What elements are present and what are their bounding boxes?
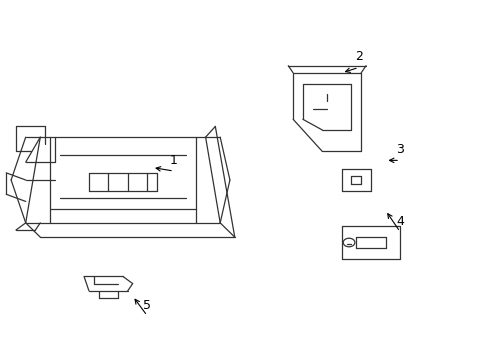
Text: 1: 1: [170, 154, 178, 167]
Text: 3: 3: [395, 143, 403, 156]
Text: 5: 5: [143, 298, 151, 311]
Text: 4: 4: [395, 215, 403, 228]
Text: 2: 2: [354, 50, 362, 63]
